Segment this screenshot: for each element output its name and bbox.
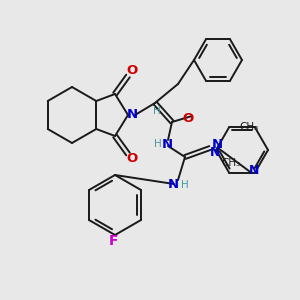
Text: N: N [210,146,220,158]
Text: N: N [161,137,172,151]
Text: N: N [212,139,223,152]
Text: F: F [108,234,118,248]
Text: N: N [249,164,259,177]
Text: O: O [182,112,194,124]
Text: N: N [167,178,178,191]
Text: N: N [126,109,138,122]
Text: O: O [126,64,138,77]
Text: CH₃: CH₃ [239,122,258,133]
Text: O: O [126,152,138,166]
Text: H: H [181,180,189,190]
Text: CH₃: CH₃ [221,158,241,167]
Text: H: H [154,139,162,149]
Text: H: H [153,106,161,116]
